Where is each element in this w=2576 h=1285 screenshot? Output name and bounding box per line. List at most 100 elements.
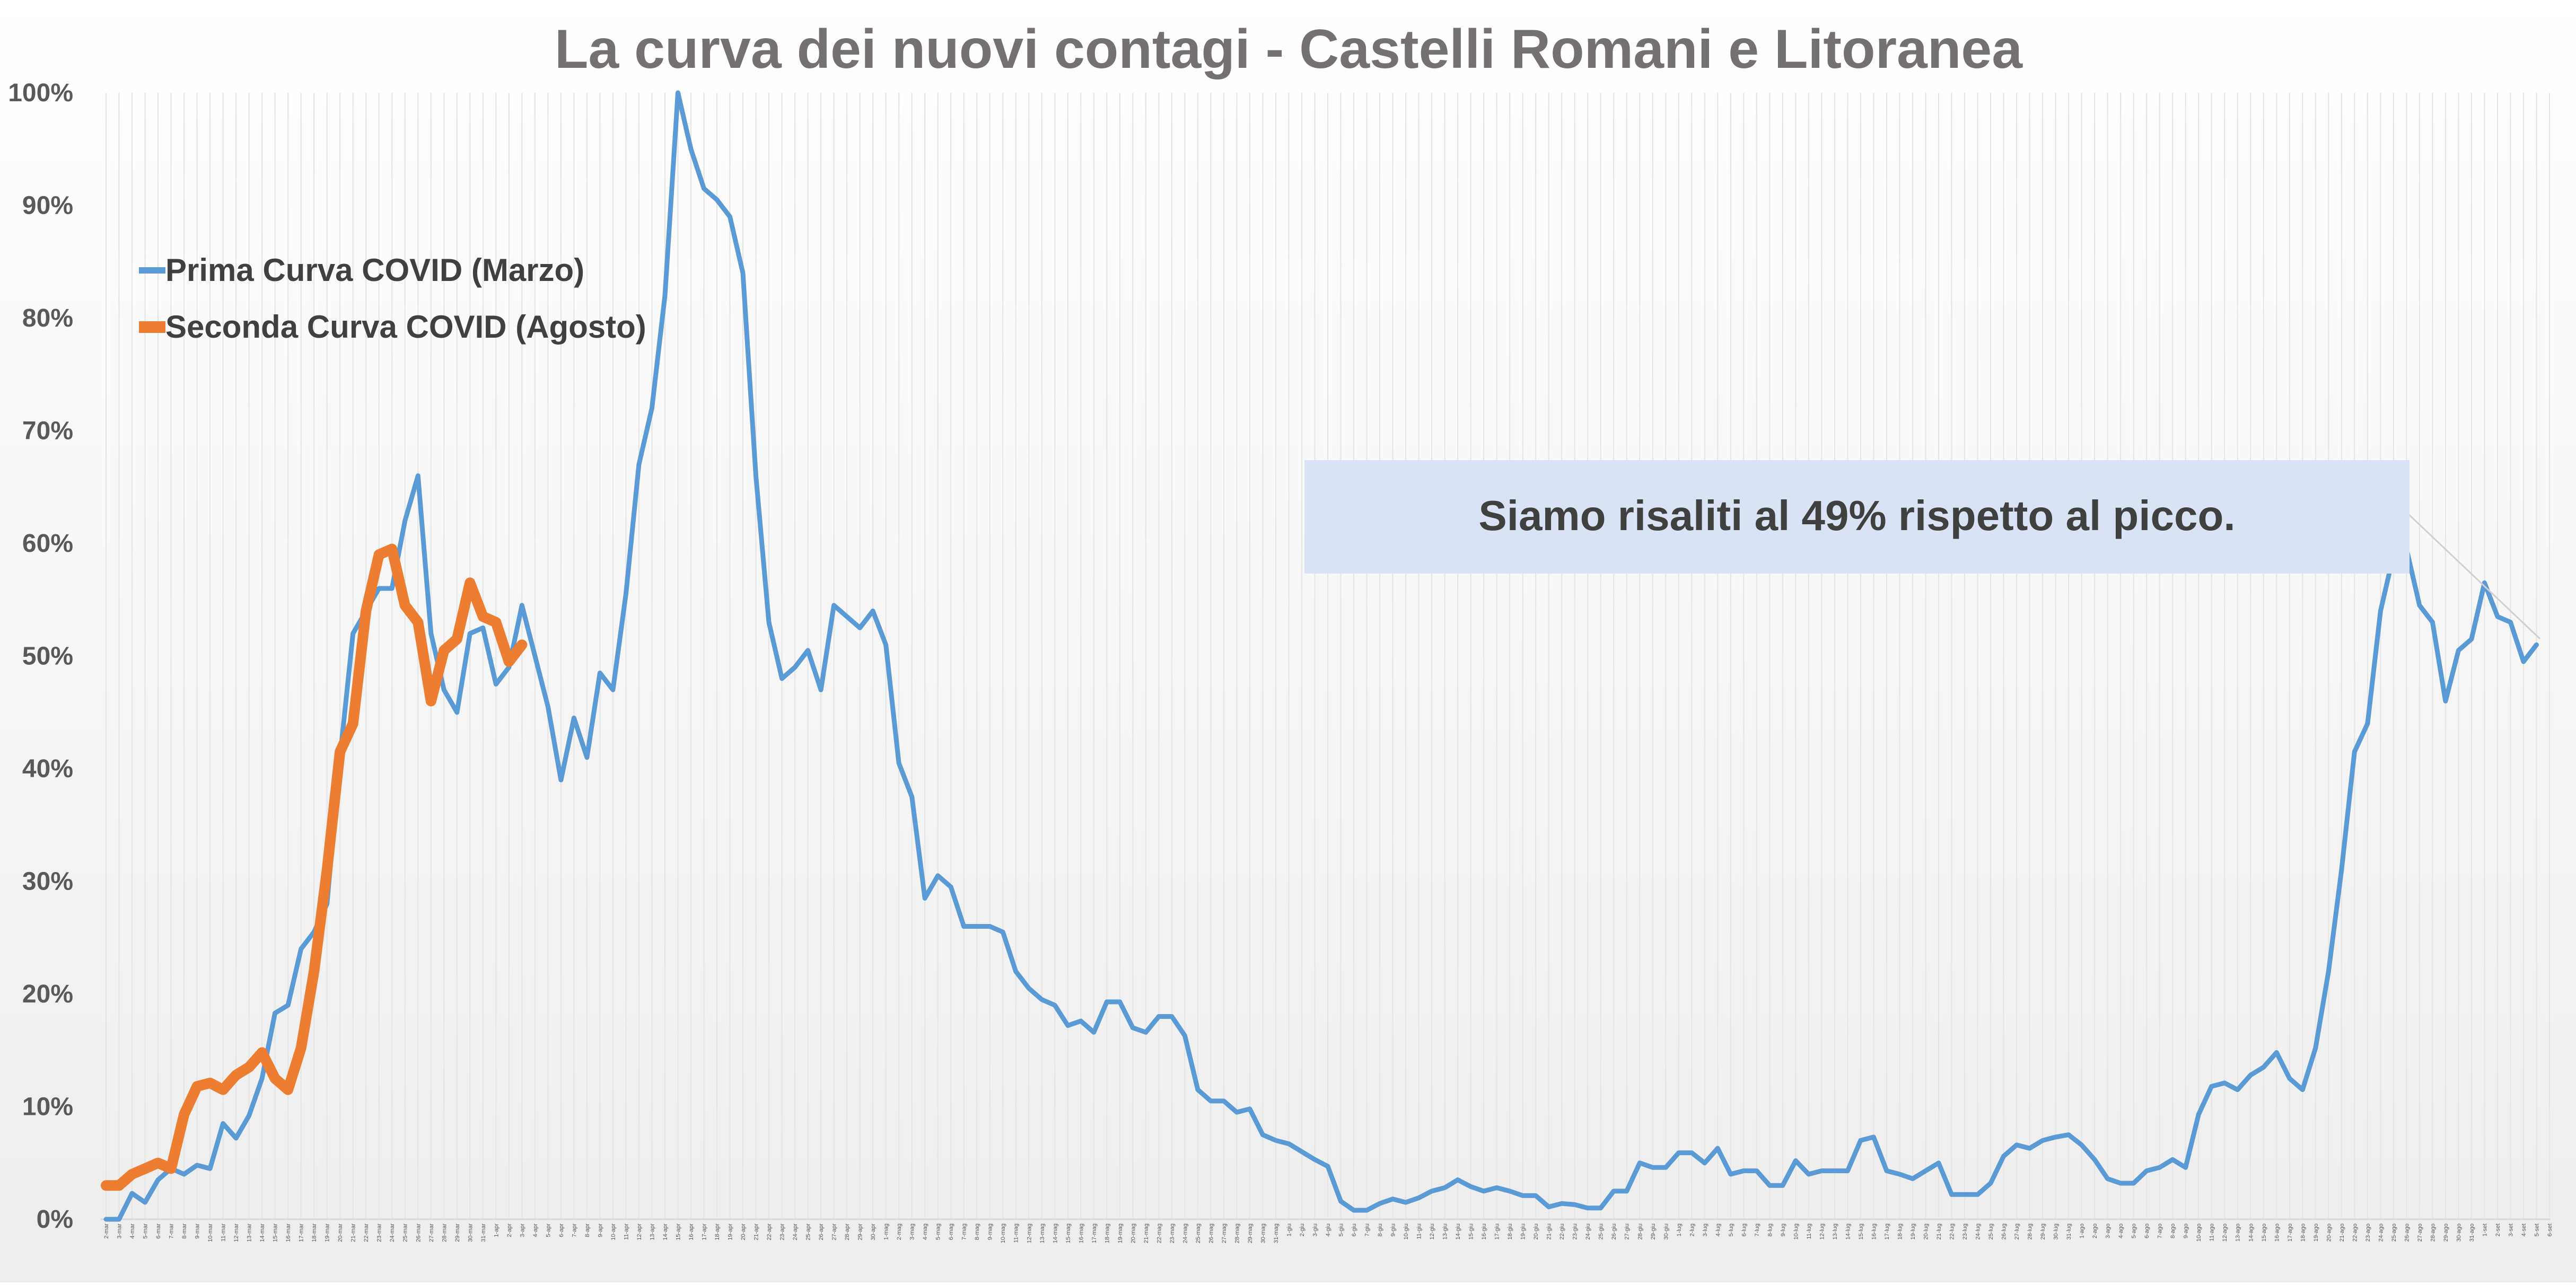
y-tick-label: 50% [22, 642, 73, 671]
x-tick-label: 28-giu [1637, 1224, 1643, 1240]
x-tick-label: 21-apr [753, 1224, 760, 1240]
x-tick-label: 30-mag [1260, 1224, 1266, 1243]
x-tick-label: 15-giu [1468, 1224, 1475, 1240]
x-tick-label: 31-mar [480, 1224, 487, 1242]
x-tick-label: 15-mag [1065, 1224, 1072, 1243]
x-tick-label: 13-giu [1442, 1224, 1449, 1240]
x-tick-label: 4-mar [129, 1224, 136, 1239]
y-tick-label: 40% [22, 755, 73, 783]
x-tick-label: 3-mar [117, 1224, 123, 1239]
x-tick-label: 18-mag [1104, 1224, 1110, 1243]
x-tick-label: 20-lug [1923, 1224, 1929, 1240]
x-tick-label: 19-apr [728, 1224, 734, 1240]
x-tick-label: 11-apr [623, 1224, 629, 1240]
x-tick-label: 27-apr [831, 1224, 838, 1240]
x-tick-label: 25-lug [1988, 1224, 1994, 1240]
x-tick-label: 23-lug [1962, 1224, 1968, 1240]
x-tick-label: 16-ago [2274, 1224, 2280, 1242]
x-tick-label: 21-giu [1546, 1224, 1553, 1240]
x-tick-label: 25-apr [805, 1224, 812, 1240]
x-tick-label: 10-mar [207, 1224, 214, 1242]
x-tick-label: 28-mag [1234, 1224, 1240, 1243]
x-tick-label: 25-giu [1598, 1224, 1605, 1240]
y-tick-label: 90% [22, 192, 73, 220]
x-tick-label: 13-ago [2235, 1224, 2241, 1242]
annotation-box [1304, 460, 2409, 574]
vertical-gridlines [106, 93, 2550, 1219]
x-tick-label: 3-ago [2105, 1224, 2111, 1238]
x-tick-label: 23-mar [376, 1224, 383, 1242]
y-axis: 0% 10% 20% 30% 40% 50% 60% 70% 80% 90% 100% [8, 79, 73, 1234]
x-tick-label: 11-mar [221, 1224, 227, 1242]
x-tick-label: 14-apr [662, 1224, 669, 1240]
x-tick-label: 7-lug [1754, 1224, 1760, 1236]
legend-label-prima: Prima Curva COVID (Marzo) [165, 252, 584, 288]
x-tick-label: 20-giu [1533, 1224, 1539, 1240]
x-tick-label: 25-mag [1195, 1224, 1202, 1243]
x-tick-label: 6-mar [155, 1224, 162, 1239]
x-tick-label: 30-mar [467, 1224, 474, 1242]
x-tick-label: 2-ago [2092, 1224, 2098, 1238]
x-tick-label: 24-mar [389, 1224, 396, 1242]
x-tick-label: 24-mag [1182, 1224, 1188, 1243]
x-tick-label: 16-mar [285, 1224, 292, 1242]
x-tick-label: 25-mar [402, 1224, 409, 1242]
x-tick-label: 1-apr [493, 1224, 500, 1237]
x-tick-label: 19-mar [325, 1224, 331, 1242]
x-tick-label: 14-giu [1455, 1224, 1461, 1240]
x-tick-label: 17-apr [701, 1224, 707, 1240]
x-tick-label: 2-apr [506, 1224, 513, 1237]
y-tick-label: 30% [22, 868, 73, 896]
x-tick-label: 6-apr [558, 1224, 565, 1237]
x-tick-label: 5-mag [935, 1224, 942, 1240]
x-tick-label: 7-giu [1364, 1224, 1371, 1236]
x-tick-label: 8-apr [584, 1224, 591, 1237]
x-tick-label: 11-ago [2209, 1224, 2215, 1241]
x-tick-label: 22-ago [2352, 1224, 2358, 1242]
x-tick-label: 16-mag [1078, 1224, 1084, 1243]
x-tick-label: 18-ago [2300, 1224, 2306, 1242]
x-tick-label: 13-mar [247, 1224, 253, 1242]
y-tick-label: 10% [22, 1093, 73, 1121]
x-tick-label: 26-giu [1611, 1224, 1617, 1240]
y-tick-label: 60% [22, 530, 73, 558]
x-tick-label: 2-set [2495, 1224, 2501, 1236]
x-tick-label: 4-set [2521, 1224, 2527, 1236]
x-tick-label: 28-ago [2430, 1224, 2436, 1242]
x-tick-label: 12-giu [1429, 1224, 1435, 1240]
x-tick-label: 12-mag [1026, 1224, 1032, 1243]
x-tick-label: 26-lug [2001, 1224, 2008, 1240]
x-tick-label: 23-giu [1572, 1224, 1579, 1240]
x-tick-label: 9-apr [597, 1224, 603, 1237]
x-tick-label: 12-lug [1819, 1224, 1825, 1240]
x-tick-label: 5-apr [545, 1224, 551, 1237]
x-tick-label: 1-mag [883, 1224, 890, 1240]
x-tick-label: 5-lug [1728, 1224, 1734, 1236]
x-tick-label: 12-mar [233, 1224, 240, 1242]
x-tick-label: 7-apr [571, 1224, 577, 1237]
x-tick-label: 17-mar [299, 1224, 305, 1242]
x-tick-label: 27-mag [1221, 1224, 1228, 1243]
x-tick-label: 24-lug [1975, 1224, 1982, 1240]
x-tick-label: 10-mag [1000, 1224, 1006, 1243]
x-tick-label: 25-ago [2391, 1224, 2397, 1242]
x-tick-label: 27-ago [2417, 1224, 2423, 1242]
x-tick-label: 2-mag [896, 1224, 903, 1240]
x-tick-label: 18-apr [714, 1224, 721, 1240]
x-tick-label: 8-mar [181, 1224, 188, 1239]
x-tick-label: 29-giu [1650, 1224, 1657, 1240]
x-tick-label: 9-lug [1780, 1224, 1786, 1236]
x-tick-label: 14-ago [2248, 1224, 2254, 1242]
x-tick-label: 10-lug [1793, 1224, 1799, 1240]
x-tick-label: 20-apr [740, 1224, 747, 1240]
x-tick-label: 14-mar [259, 1224, 266, 1242]
x-tick-label: 20-ago [2326, 1224, 2332, 1242]
x-tick-label: 10-apr [610, 1224, 617, 1240]
x-tick-label: 5-mar [143, 1224, 149, 1239]
y-tick-label: 70% [22, 417, 73, 445]
series-line-seconda-curva [101, 543, 528, 1191]
x-tick-label: 30-giu [1663, 1224, 1669, 1240]
x-tick-label: 10-ago [2196, 1224, 2202, 1242]
x-tick-label: 22-apr [766, 1224, 773, 1240]
